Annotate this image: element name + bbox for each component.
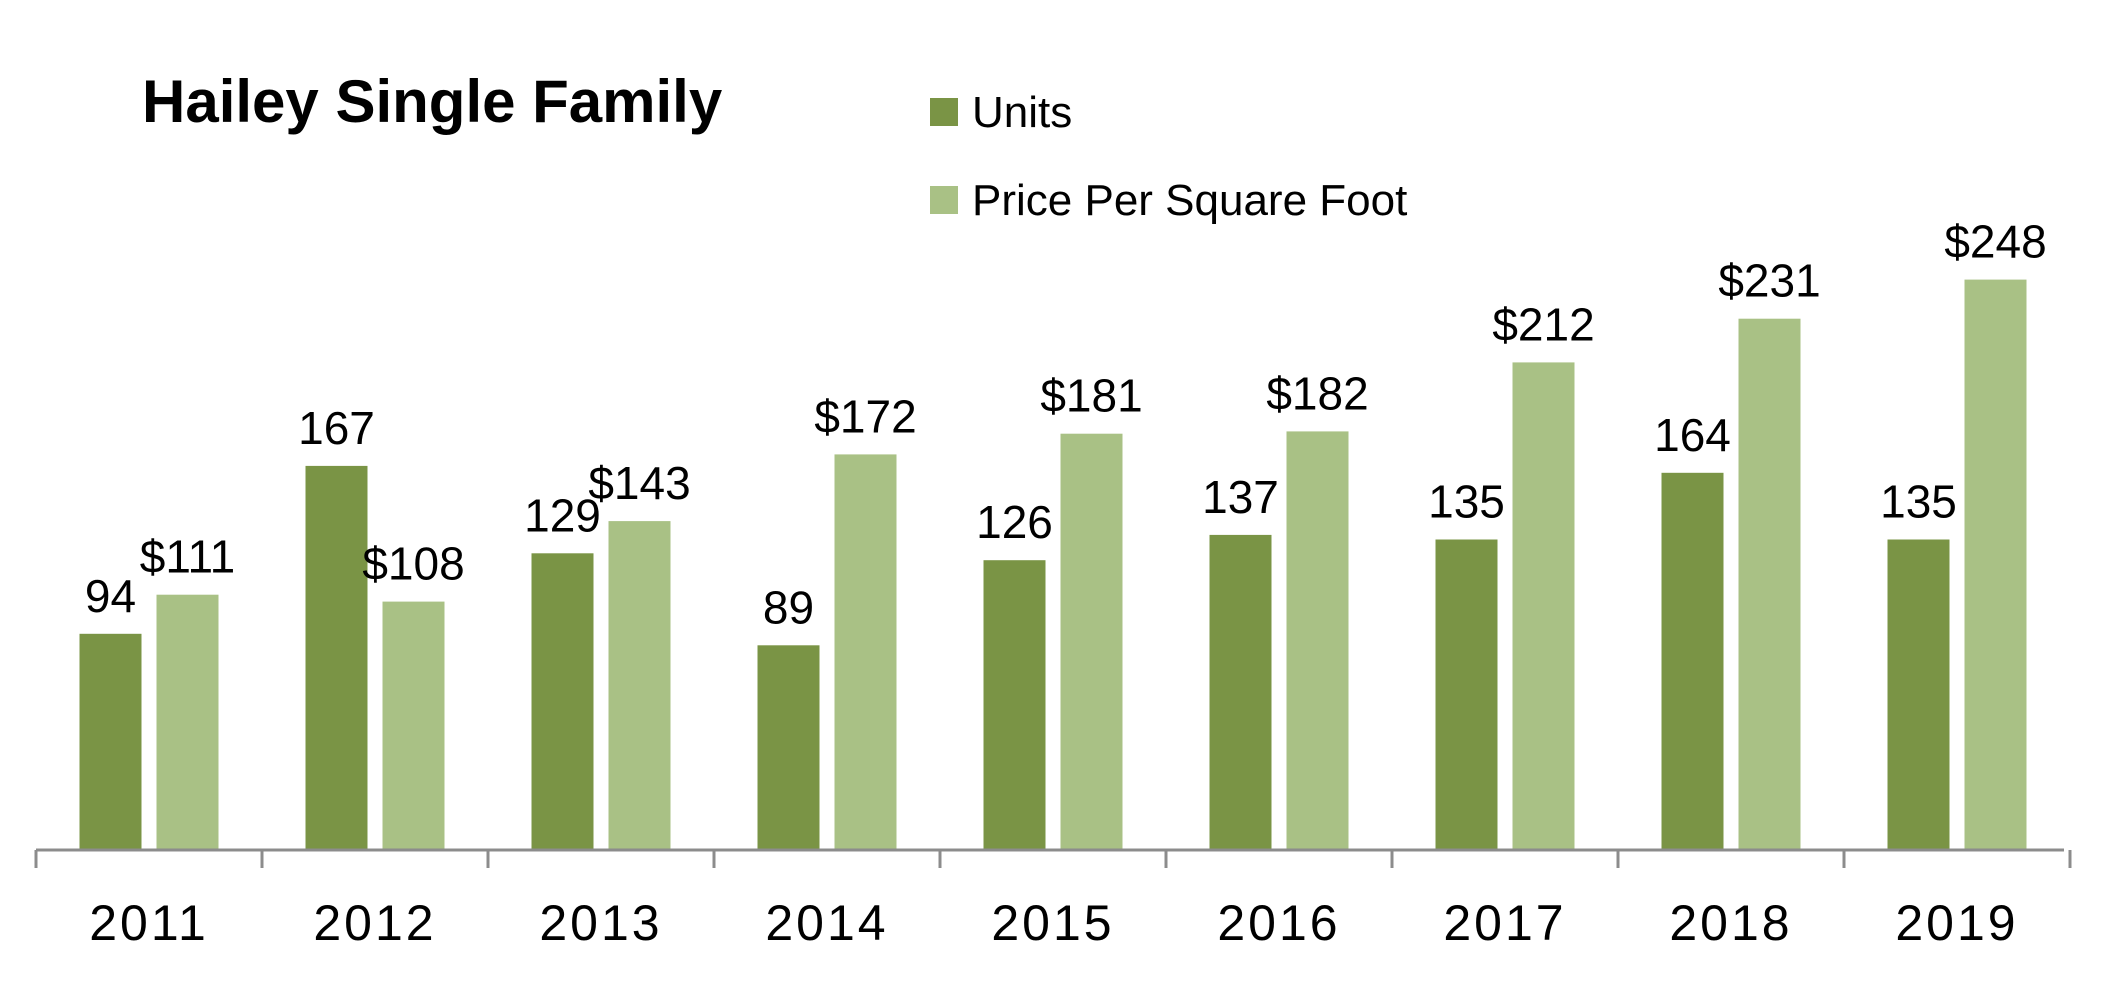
bar-price-2019 [1964,279,2027,851]
bar-units-2011 [79,633,142,850]
bar-price-2014 [834,454,897,850]
bar-price-2016 [1286,431,1349,850]
data-labels: 94$111 167 $108 129$143 89 $172 126 $181 137 $182… [85,216,2047,634]
legend-swatch-units [930,98,958,126]
bar-units-2012 [305,465,368,850]
bar-price-2013 [608,521,671,850]
bar-price-2017 [1512,362,1575,850]
x-axis-labels: 2011 2012 2013 2014 2015 2016 2017 2018 2019 [89,895,2018,951]
x-tick-label-2019: 2019 [1895,895,2018,951]
x-axis-ticks [34,850,2072,868]
bar-price-2011 [156,594,219,850]
bar-units-2018 [1661,472,1724,850]
legend: Units Price Per Square Foot [930,88,1407,225]
data-label-price-2012: $108 [362,538,464,590]
legend-label-price: Price Per Square Foot [972,176,1407,225]
x-tick-label-2015: 2015 [991,895,1114,951]
data-label-price-2016: $182 [1266,367,1368,419]
data-label-units-2012: 167 [298,402,375,454]
bar-units-2014 [757,645,820,850]
legend-swatch-price [930,186,958,214]
bar-units-2016 [1209,534,1272,850]
data-label-units-2018: 164 [1654,409,1731,461]
x-tick-label-2016: 2016 [1217,895,1340,951]
data-label-units-2016: 137 [1202,471,1279,523]
chart-title: Hailey Single Family [142,68,723,135]
x-tick-label-2011: 2011 [89,895,209,951]
data-label-units-2011: 94 [85,570,136,622]
data-label-units-2014: 89 [763,581,814,633]
data-label-price-2019: $248 [1944,216,2046,268]
data-label-price-2011: $111 [140,531,236,583]
legend-label-units: Units [972,88,1072,137]
bar-units-2017 [1435,539,1498,850]
data-label-units-2013: 129 [524,489,601,541]
bars [79,279,2027,851]
x-tick-label-2013: 2013 [539,895,662,951]
data-label-units-2017: 135 [1428,476,1505,528]
data-label-price-2018: $231 [1718,255,1820,307]
bar-price-2018 [1738,318,1801,850]
x-tick-label-2017: 2017 [1443,895,1566,951]
bar-price-2012 [382,601,445,850]
x-tick-label-2012: 2012 [313,895,436,951]
data-label-units-2015: 126 [976,496,1053,548]
data-label-units-2019: 135 [1880,476,1957,528]
data-label-price-2014: $172 [814,390,916,442]
x-tick-label-2014: 2014 [765,895,888,951]
bar-units-2019 [1887,539,1950,850]
data-label-price-2017: $212 [1492,298,1594,350]
data-label-price-2013: $143 [588,457,690,509]
data-label-price-2015: $181 [1040,370,1142,422]
bar-units-2015 [983,560,1046,850]
bar-price-2015 [1060,433,1123,850]
bar-units-2013 [531,553,594,850]
x-tick-label-2018: 2018 [1669,895,1792,951]
